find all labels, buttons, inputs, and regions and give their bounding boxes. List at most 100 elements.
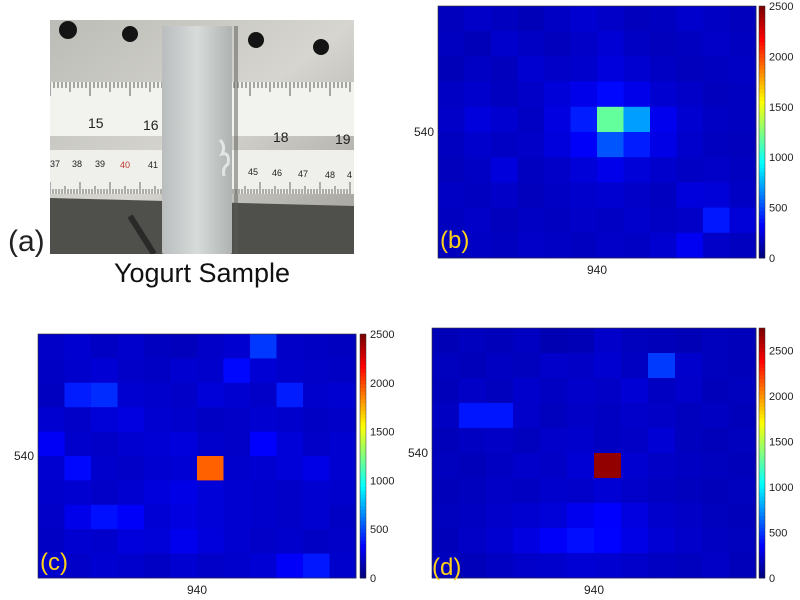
heatmap-cell bbox=[597, 157, 624, 183]
heatmap-cell bbox=[432, 403, 460, 429]
heatmap-cell bbox=[432, 428, 460, 454]
x-tick-label: 940 bbox=[187, 583, 207, 597]
colorbar-tick-label: 1500 bbox=[769, 437, 793, 449]
heatmap-cell bbox=[486, 353, 514, 379]
heatmap-cell bbox=[170, 358, 198, 384]
heatmap-cell bbox=[623, 81, 651, 108]
heatmap-cell bbox=[170, 382, 198, 408]
heatmap-cell bbox=[117, 456, 145, 481]
heatmap-cell bbox=[544, 81, 571, 108]
heatmap-cell bbox=[702, 453, 730, 479]
heatmap-cell bbox=[544, 31, 571, 57]
heatmap-cell bbox=[517, 132, 545, 158]
heatmap-cell bbox=[64, 529, 92, 554]
heatmap-cell bbox=[432, 453, 460, 479]
heatmap-cell bbox=[597, 56, 624, 82]
clamp-rod bbox=[127, 214, 157, 254]
colorbar-tick-label: 500 bbox=[769, 203, 787, 215]
yogurt-strip bbox=[162, 26, 232, 254]
heatmap-cell bbox=[513, 353, 541, 379]
heatmap-cell bbox=[621, 403, 649, 429]
heatmap-cell bbox=[438, 56, 465, 82]
heatmap-cell bbox=[540, 553, 568, 579]
y-tick-label: 540 bbox=[408, 446, 428, 460]
heatmap-cell bbox=[250, 431, 277, 457]
heatmap-cell bbox=[540, 503, 568, 529]
heatmap-cell bbox=[676, 182, 704, 208]
heatmap-cell bbox=[623, 31, 651, 57]
heatmap-cell bbox=[703, 207, 730, 234]
heatmap-cell bbox=[675, 328, 703, 354]
heatmap-cell bbox=[438, 81, 465, 108]
heatmap-cell bbox=[729, 132, 757, 158]
heatmap-cell bbox=[432, 503, 460, 529]
heatmap-cell bbox=[197, 407, 224, 432]
heatmap-cell bbox=[170, 456, 198, 481]
heatmap-cell bbox=[464, 157, 492, 183]
heatmap-cell bbox=[91, 382, 118, 408]
heatmap-cell bbox=[250, 504, 277, 530]
heatmap-cell bbox=[223, 382, 251, 408]
heatmap-cell bbox=[329, 456, 357, 481]
heatmap-cell bbox=[729, 403, 757, 429]
heatmap-cell bbox=[567, 353, 595, 379]
colorbar-tick-label: 2000 bbox=[769, 51, 793, 63]
panel-label-d: (d) bbox=[432, 554, 461, 581]
heatmap-cell bbox=[432, 353, 460, 379]
heatmap-cell bbox=[144, 382, 171, 408]
heatmap-cell bbox=[703, 6, 730, 32]
heatmap-cell bbox=[702, 428, 730, 454]
heatmap-cell bbox=[276, 553, 304, 579]
heatmap-cell bbox=[432, 528, 460, 554]
heatmap-cell bbox=[223, 334, 251, 359]
heatmap-cell bbox=[276, 456, 304, 481]
heatmap-cell bbox=[197, 334, 224, 359]
heatmap-cell bbox=[329, 407, 357, 432]
heatmap-cells bbox=[432, 328, 757, 579]
heatmap-cell bbox=[459, 478, 487, 504]
heatmap-cell bbox=[623, 132, 651, 158]
heatmap-cell bbox=[197, 382, 224, 408]
heatmap-cell bbox=[540, 453, 568, 479]
heatmap-cell bbox=[623, 106, 651, 133]
heatmap-cell bbox=[650, 157, 677, 183]
heatmap-cell bbox=[703, 232, 730, 259]
heatmap-cell bbox=[64, 553, 92, 579]
heatmap-cell bbox=[144, 480, 171, 506]
colorbar-tick-label: 2500 bbox=[370, 329, 394, 341]
heatmap-cell bbox=[570, 157, 598, 183]
heatmap-cell bbox=[650, 182, 677, 208]
heatmap-cell bbox=[675, 478, 703, 504]
heatmap-cell bbox=[197, 529, 224, 554]
heatmap-cell bbox=[621, 528, 649, 554]
heatmap-cell bbox=[597, 207, 624, 234]
heatmap-cell bbox=[702, 528, 730, 554]
heatmap-cell bbox=[464, 132, 492, 158]
heatmap-cell bbox=[648, 528, 676, 554]
ruler-number: 39 bbox=[95, 159, 105, 169]
ruler-number: 4 bbox=[347, 170, 352, 180]
panel-label-a: (a) bbox=[8, 225, 45, 258]
heatmap-cell bbox=[597, 81, 624, 108]
heatmap-cell bbox=[486, 453, 514, 479]
x-tick-label: 940 bbox=[587, 263, 607, 277]
heatmap-cell bbox=[117, 334, 145, 359]
heatmap-cell bbox=[570, 207, 598, 234]
heatmap-cell bbox=[329, 358, 357, 384]
heatmap-cell bbox=[517, 207, 545, 234]
heatmap-cell bbox=[464, 31, 492, 57]
heatmap-cell bbox=[729, 56, 757, 82]
heatmap-cell bbox=[170, 553, 198, 579]
heatmap-cell bbox=[464, 56, 492, 82]
heatmap-cell bbox=[729, 428, 757, 454]
heatmap-cell bbox=[594, 378, 622, 404]
heatmap-cell bbox=[597, 106, 624, 133]
heatmap-cell bbox=[486, 503, 514, 529]
colorbar: 0 500 1000 1500 2000 2500 bbox=[359, 329, 394, 585]
ruler-number: 41 bbox=[148, 160, 158, 170]
heatmap-cell bbox=[38, 504, 65, 530]
heatmap-cell bbox=[91, 480, 118, 506]
heatmap-cell bbox=[570, 182, 598, 208]
heatmap-cell bbox=[117, 407, 145, 432]
heatmap-cell bbox=[276, 480, 304, 506]
